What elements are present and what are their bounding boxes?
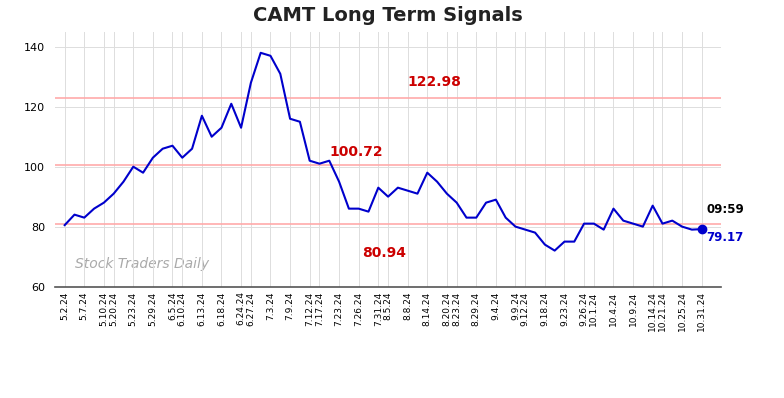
Text: 09:59: 09:59 xyxy=(706,203,744,216)
Text: Stock Traders Daily: Stock Traders Daily xyxy=(74,257,209,271)
Title: CAMT Long Term Signals: CAMT Long Term Signals xyxy=(253,6,523,25)
Text: 100.72: 100.72 xyxy=(330,144,383,158)
Text: 122.98: 122.98 xyxy=(408,75,461,89)
Text: 79.17: 79.17 xyxy=(706,230,744,244)
Text: 80.94: 80.94 xyxy=(362,246,406,260)
